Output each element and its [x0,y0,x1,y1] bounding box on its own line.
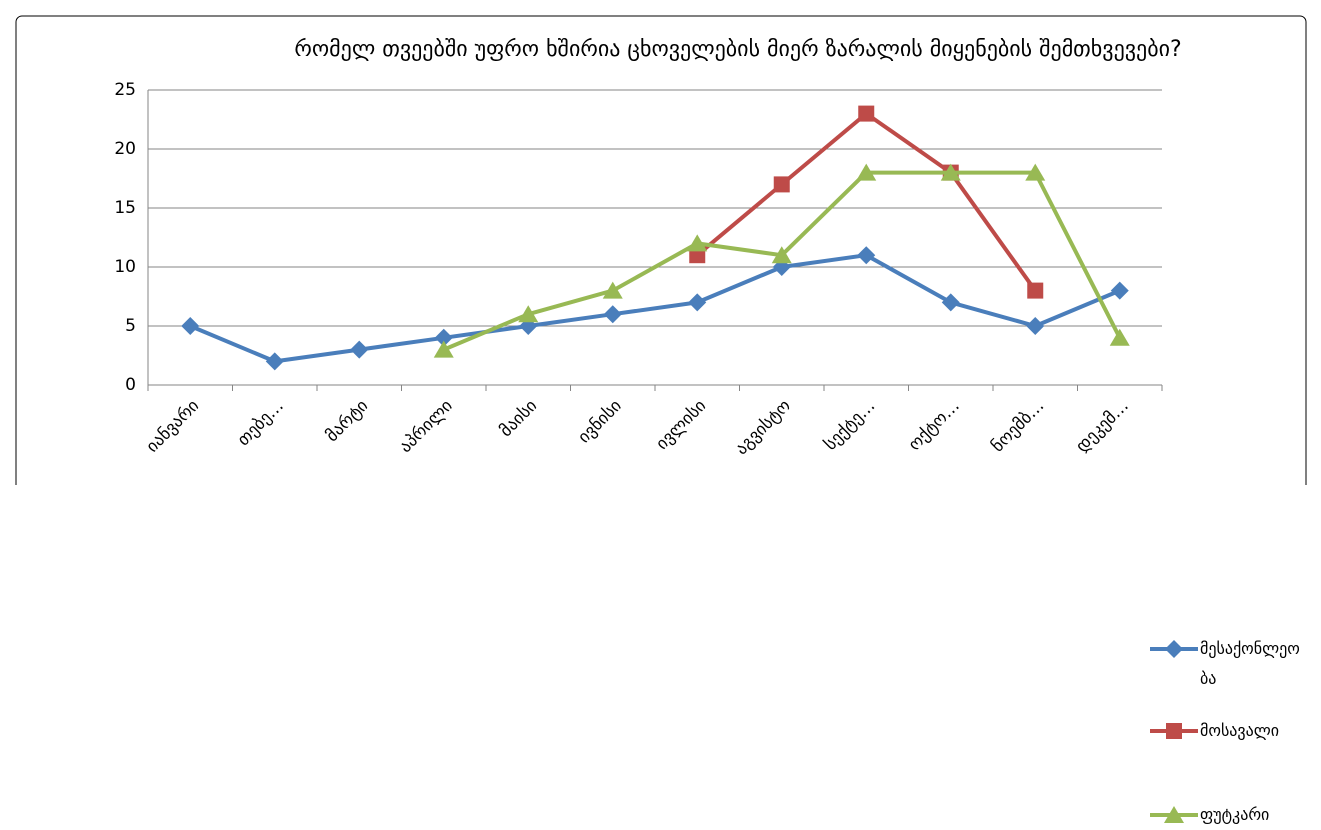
x-tick-label: ნოემბ… [988,396,1049,457]
marker [1026,317,1045,335]
marker [1025,163,1046,181]
marker [518,305,539,323]
y-tick-label: 20 [114,139,136,159]
marker [771,246,792,264]
y-tick-label: 15 [114,198,136,218]
x-tick-label: ოქტო… [905,396,964,455]
page: {"chart_data": {"type": "line", "title":… [15,15,1307,824]
chart-title: რომელ თვეებში უფრო ხშირია ცხოველების მიე… [294,37,1181,62]
marker [773,176,790,193]
x-tick-label: თებე… [234,396,288,450]
legend-label: მოსავალი [1200,721,1280,740]
x-tick-label: მაისი [496,396,541,441]
y-tick-label: 5 [125,316,136,336]
marker [687,234,708,252]
y-tick-label: 0 [125,375,136,395]
x-tick-label: სექტე… [821,396,880,455]
marker [265,352,284,371]
legend-label: ფუტკარი [1200,805,1270,824]
marker [856,163,877,181]
legend-label: მესაქონლეობა [1200,639,1300,688]
marker [688,293,707,312]
x-tick-label: ივლისი [652,396,710,454]
marker [1109,328,1130,346]
marker [433,340,454,358]
marker [858,105,875,122]
x-tick-label: აგვისტო [732,396,795,459]
marker [1027,282,1044,299]
x-tick-label: მარტი [322,396,372,446]
y-tick-label: 25 [114,80,136,100]
chart: რომელ თვეებში უფრო ხშირია ცხოველების მიე… [15,15,1307,497]
marker [941,293,960,312]
x-tick-label: დეკემ… [1072,396,1133,457]
legend-swatch [1150,806,1198,823]
x-tick-label: აპრილი [396,396,457,457]
marker [602,281,623,299]
marker [350,340,369,359]
series-line [189,253,1121,364]
marker [1166,723,1182,739]
legend-swatch [1150,640,1198,658]
x-tick-label: იანვარი [143,396,204,457]
y-tick-label: 10 [114,257,136,277]
marker [603,305,622,324]
legend-swatch [1150,723,1198,739]
marker [181,317,200,335]
marker [1110,281,1129,300]
x-tick-label: ივნისი [574,396,626,448]
marker [857,246,876,265]
marker [434,328,453,347]
marker [1165,640,1183,658]
marker [940,163,961,181]
